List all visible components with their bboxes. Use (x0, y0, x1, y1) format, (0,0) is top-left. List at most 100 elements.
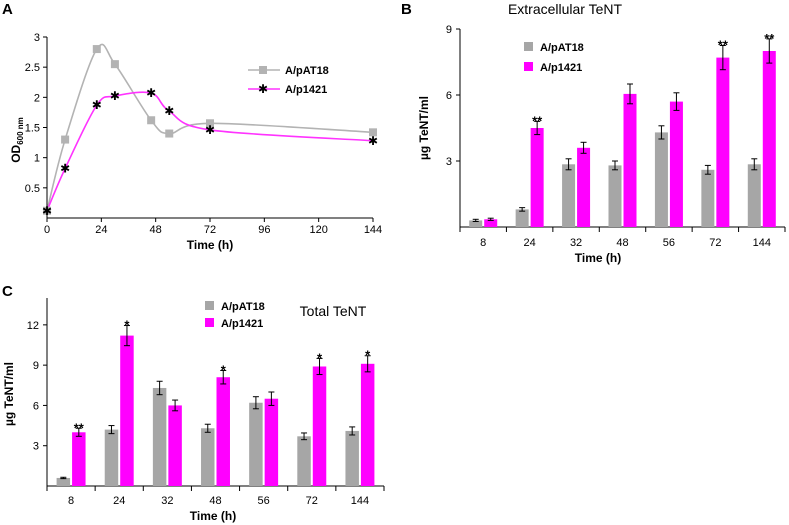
panel-a-x-axis-title: Time (h) (187, 238, 233, 252)
panel-a-axes (43, 36, 374, 222)
panel-a-point-p1421: ✱ (164, 104, 174, 118)
panel-a-y-ticks: 0.5 1 1.5 2 2.5 3 (25, 32, 40, 195)
panel-b-ytick: 6 (446, 90, 452, 102)
panel-c-ytick: 6 (33, 400, 39, 412)
panel-a-legend-marker-p1421: ✱ (258, 82, 268, 96)
panel-a-point-pat18 (92, 45, 101, 54)
panel-a-xtick: 96 (258, 224, 270, 236)
panel-b-x-ticks: 8 24 32 48 56 72 144 (480, 237, 771, 249)
panel-a-series: ✱ ✱ ✱ ✱ ✱ ✱ ✱ ✱ (42, 43, 378, 218)
panel-c-bar-pat18 (104, 429, 119, 486)
panel-c-x-ticks: 8 24 32 48 56 72 144 (68, 495, 369, 507)
panel-b-bar-pat18 (608, 165, 622, 227)
panel-c-category-label: 56 (258, 495, 270, 507)
panel-b-legend-label-p1421: A/p1421 (540, 62, 582, 74)
panel-a-line-pat18 (46, 43, 374, 211)
panel-b-bar-pat18 (469, 220, 483, 227)
panel-c-bar-p1421 (312, 366, 327, 486)
panel-c-ytick: 9 (33, 360, 39, 372)
panel-b-bar-p1421 (669, 101, 683, 227)
panel-b-bar-p1421 (577, 147, 591, 227)
panel-b-bar-pat18 (562, 164, 576, 227)
panel-c-category-label: 48 (209, 495, 221, 507)
panel-a-xtick: 0 (44, 224, 50, 236)
panel-a-point-p1421: ✱ (60, 162, 70, 176)
panel-c-legend-swatch-pat18 (205, 301, 214, 310)
panel-b-y-ticks: 3 6 9 (446, 24, 452, 168)
panel-b-bar-p1421 (484, 219, 498, 227)
panel-b-bar-chart: B Extracellular TeNT 3 6 9 8 24 32 48 56… (401, 1, 786, 265)
panel-a-line-chart: A 0.5 1 1.5 2 2.5 3 0 24 48 72 96 120 14… (2, 1, 382, 252)
panel-a-point-pat18 (110, 60, 119, 69)
panel-a-legend: A/pAT18 ✱ A/p1421 (248, 65, 329, 96)
panel-c-bar-p1421 (264, 398, 279, 486)
panel-c-bar-pat18 (345, 430, 359, 486)
panel-b-category-label: 48 (616, 237, 628, 249)
panel-b-category-label: 32 (570, 237, 582, 249)
panel-a-ytick: 1.5 (25, 123, 40, 135)
panel-c-significance-mark: * (221, 363, 227, 378)
panel-a-legend-label-pat18: A/pAT18 (285, 65, 329, 77)
panel-a-letter: A (2, 1, 13, 18)
panel-b-bar-p1421 (623, 93, 637, 228)
panel-b-significance-mark: ** (764, 31, 775, 46)
panel-a-point-p1421: ✱ (146, 86, 156, 100)
panel-c-title: Total TeNT (300, 303, 367, 319)
panel-c-bar-p1421 (360, 363, 375, 486)
panel-b-significance: ** ** ** (532, 31, 775, 128)
panel-a-ytick: 0.5 (25, 183, 40, 195)
panel-c-bar-p1421 (216, 377, 230, 486)
panel-b-significance-mark: ** (718, 38, 729, 53)
panel-c-legend: A/pAT18 A/p1421 (205, 301, 265, 330)
panel-a-point-p1421: ✱ (110, 89, 120, 103)
panel-a-xtick: 72 (204, 224, 216, 236)
panel-c-bar-pat18 (152, 387, 167, 486)
panel-b-category-label: 24 (524, 237, 536, 249)
panel-c-category-label: 32 (161, 495, 173, 507)
panel-a-point-pat18 (147, 116, 156, 125)
panel-a-ytick: 2 (34, 92, 40, 104)
panel-c-legend-label-p1421: A/p1421 (221, 318, 263, 330)
panel-a-point-pat18 (206, 119, 214, 128)
panel-b-ytick: 9 (446, 24, 452, 36)
panel-a-point-p1421: ✱ (205, 123, 215, 137)
panel-b-bar-pat18 (747, 164, 761, 227)
panel-c-bar-pat18 (201, 428, 215, 486)
panel-a-legend-marker-pat18 (259, 66, 267, 74)
panel-b-category-label: 56 (663, 237, 675, 249)
panel-a-point-pat18 (369, 128, 377, 137)
panel-c-legend-swatch-p1421 (205, 318, 214, 327)
panel-c-category-label: 8 (68, 495, 74, 507)
panel-a-xtick: 48 (150, 224, 162, 236)
panel-a-point-p1421: ✱ (368, 134, 378, 148)
panel-c-significance: ** * * * * (74, 318, 371, 436)
panel-c-ytick: 12 (27, 320, 39, 332)
panel-b-x-axis-title: Time (h) (575, 251, 621, 265)
panel-b-bar-p1421 (716, 57, 730, 227)
panel-a-point-p1421: ✱ (92, 98, 102, 112)
panel-b-legend: A/pAT18 A/p1421 (524, 42, 584, 74)
panel-b-ytick: 3 (446, 156, 452, 168)
panel-c-legend-label-pat18: A/pAT18 (221, 301, 265, 313)
panel-a-ytick: 1 (34, 153, 40, 165)
panel-b-category-label: 72 (709, 237, 721, 249)
panel-a-xtick: 24 (95, 224, 107, 236)
panel-b-title: Extracellular TeNT (508, 1, 623, 17)
panel-b-bar-pat18 (515, 209, 529, 227)
panel-b-legend-swatch-p1421 (524, 62, 533, 71)
panel-b-legend-label-pat18: A/pAT18 (540, 42, 584, 54)
panel-b-bars (469, 38, 776, 228)
panel-c-bar-p1421 (168, 405, 182, 486)
panel-c-bar-pat18 (297, 436, 311, 486)
panel-c-bar-p1421 (72, 432, 86, 486)
panel-a-xtick: 144 (364, 224, 382, 236)
panel-b-category-label: 144 (753, 237, 771, 249)
panel-c-bar-p1421 (120, 335, 134, 486)
panel-a-point-pat18 (165, 129, 174, 138)
panel-c-category-label: 24 (113, 495, 125, 507)
panel-c-x-axis-title: Time (h) (190, 509, 236, 523)
panel-b-letter: B (401, 1, 412, 18)
panel-c-significance-mark: * (317, 350, 323, 365)
panel-c-y-ticks: 3 6 9 12 (27, 320, 39, 453)
